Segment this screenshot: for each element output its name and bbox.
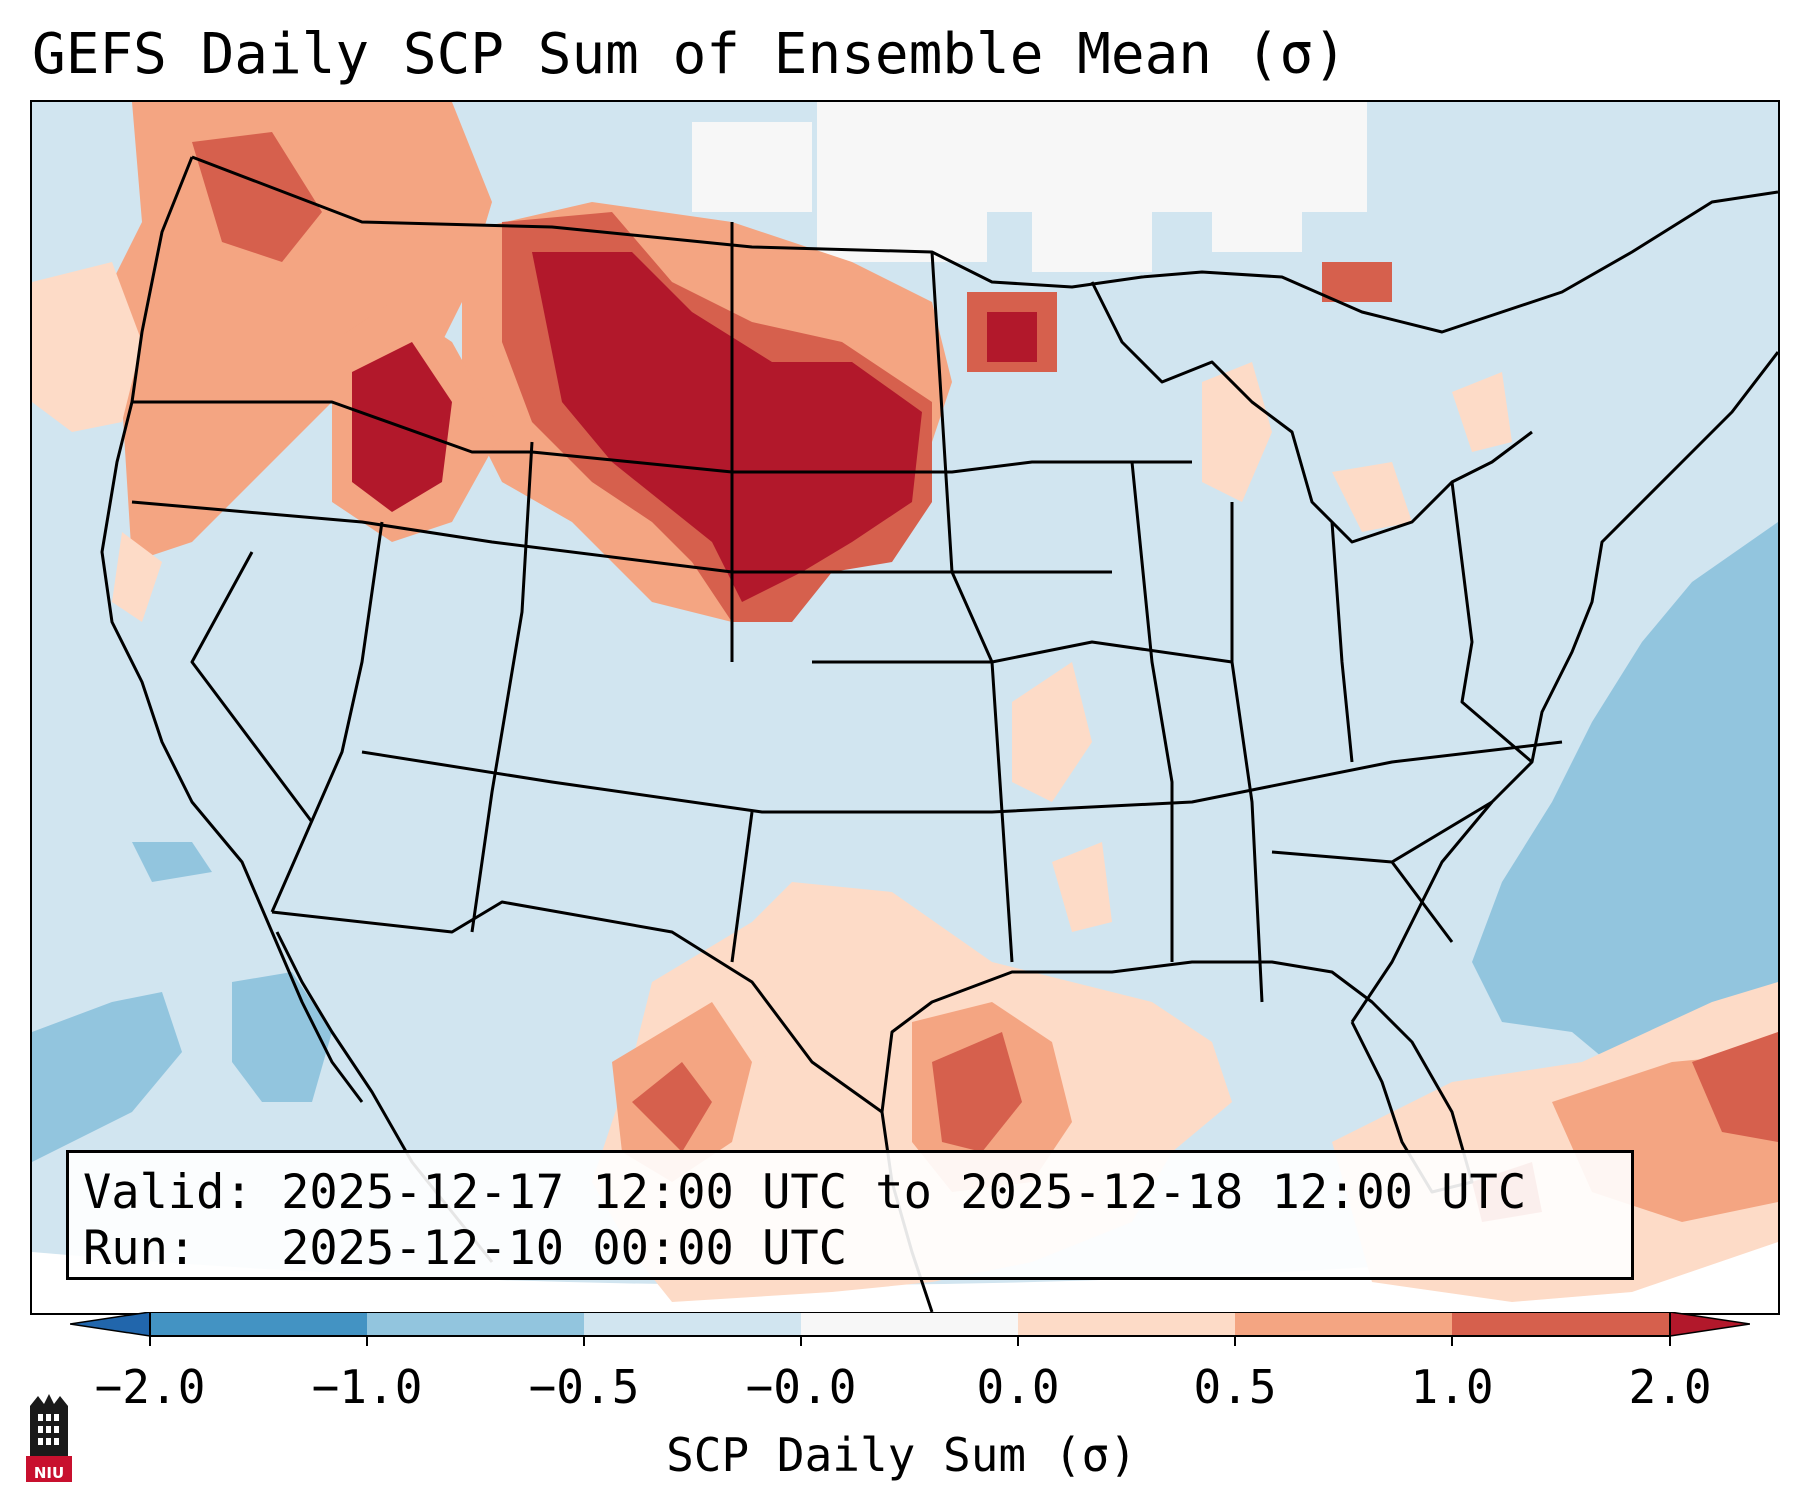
niu-tower-icon — [26, 1394, 72, 1482]
map-canvas — [32, 102, 1778, 1313]
near-zero-region — [692, 102, 1367, 272]
colorbar — [70, 1312, 1750, 1346]
niu-logo: NIU — [22, 1392, 76, 1484]
valid-label: Valid: — [83, 1165, 253, 1220]
valid-value: 2025-12-17 12:00 UTC to 2025-12-18 12:00… — [281, 1165, 1527, 1220]
colorbar-bin-3 — [584, 1312, 801, 1336]
colorbar-tick-label: 0.0 — [976, 1360, 1060, 1414]
map-panel — [30, 100, 1780, 1315]
colorbar-tick-label: 1.0 — [1410, 1360, 1494, 1414]
colorbar-tick-label: −0.5 — [528, 1360, 640, 1414]
colorbar-title: SCP Daily Sum (σ) — [666, 1428, 1137, 1482]
colorbar-tick-label: 0.5 — [1193, 1360, 1277, 1414]
colorbar-bin-7 — [1452, 1312, 1670, 1336]
colorbar-under-extension — [70, 1312, 151, 1337]
colorbar-bin-4 — [801, 1312, 1018, 1336]
colorbar-tick-label: −0.0 — [745, 1360, 857, 1414]
colorbar-over-extension — [1669, 1312, 1750, 1337]
logo-text: NIU — [33, 1464, 65, 1482]
colorbar-ticks — [149, 1336, 1671, 1346]
run-label: Run: — [83, 1221, 197, 1276]
colorbar-bin-1 — [150, 1312, 367, 1336]
colorbar-tick-label: −2.0 — [94, 1360, 206, 1414]
run-value: 2025-12-10 00:00 UTC — [281, 1221, 848, 1276]
run-line: Run: 2025-12-10 00:00 UTC — [83, 1221, 1617, 1277]
political-boundaries — [100, 155, 1778, 1313]
chart-title: GEFS Daily SCP Sum of Ensemble Mean (σ) — [32, 22, 1347, 87]
colorbar-tick-label: 2.0 — [1628, 1360, 1712, 1414]
colorbar-bin-5 — [1018, 1312, 1235, 1336]
colorbar-bin-6 — [1235, 1312, 1452, 1336]
valid-run-info-box: Valid: 2025-12-17 12:00 UTC to 2025-12-1… — [66, 1150, 1634, 1280]
colorbar-bin-2 — [367, 1312, 584, 1336]
projection-edge — [32, 1232, 1778, 1313]
colorbar-tick-label: −1.0 — [311, 1360, 423, 1414]
valid-line: Valid: 2025-12-17 12:00 UTC to 2025-12-1… — [83, 1165, 1617, 1221]
